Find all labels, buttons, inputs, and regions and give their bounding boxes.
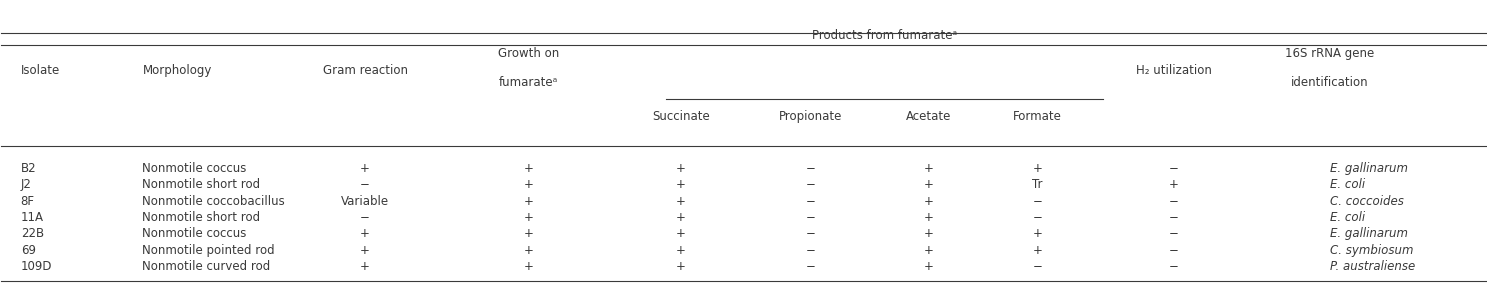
Text: +: + <box>1032 162 1042 175</box>
Text: +: + <box>360 244 370 257</box>
Text: −: − <box>1032 195 1042 208</box>
Text: identification: identification <box>1291 76 1368 88</box>
Text: Formate: Formate <box>1013 110 1062 123</box>
Text: +: + <box>923 178 934 191</box>
Text: −: − <box>1032 211 1042 224</box>
Text: 22B: 22B <box>21 227 43 240</box>
Text: +: + <box>677 211 686 224</box>
Text: −: − <box>806 195 815 208</box>
Text: Propionate: Propionate <box>779 110 842 123</box>
Text: Variable: Variable <box>341 195 390 208</box>
Text: +: + <box>677 227 686 240</box>
Text: Succinate: Succinate <box>653 110 709 123</box>
Text: +: + <box>923 162 934 175</box>
Text: 109D: 109D <box>21 260 52 273</box>
Text: +: + <box>923 260 934 273</box>
Text: C. symbiosum: C. symbiosum <box>1329 244 1413 257</box>
Text: +: + <box>523 244 534 257</box>
Text: +: + <box>677 244 686 257</box>
Text: E. gallinarum: E. gallinarum <box>1329 162 1408 175</box>
Text: −: − <box>806 227 815 240</box>
Text: +: + <box>677 260 686 273</box>
Text: +: + <box>360 260 370 273</box>
Text: +: + <box>1169 178 1179 191</box>
Text: −: − <box>1169 211 1179 224</box>
Text: Nonmotile pointed rod: Nonmotile pointed rod <box>143 244 275 257</box>
Text: +: + <box>360 162 370 175</box>
Text: Growth on: Growth on <box>498 47 559 60</box>
Text: −: − <box>806 162 815 175</box>
Text: −: − <box>806 260 815 273</box>
Text: +: + <box>923 244 934 257</box>
Text: 69: 69 <box>21 244 36 257</box>
Text: −: − <box>1032 260 1042 273</box>
Text: −: − <box>1169 260 1179 273</box>
Text: Nonmotile coccus: Nonmotile coccus <box>143 227 247 240</box>
Text: +: + <box>523 178 534 191</box>
Text: P. australiense: P. australiense <box>1329 260 1416 273</box>
Text: −: − <box>806 244 815 257</box>
Text: +: + <box>523 227 534 240</box>
Text: Nonmotile short rod: Nonmotile short rod <box>143 178 260 191</box>
Text: +: + <box>923 211 934 224</box>
Text: Nonmotile coccobacillus: Nonmotile coccobacillus <box>143 195 286 208</box>
Text: +: + <box>523 195 534 208</box>
Text: +: + <box>923 227 934 240</box>
Text: +: + <box>1032 244 1042 257</box>
Text: Isolate: Isolate <box>21 64 59 77</box>
Text: Nonmotile coccus: Nonmotile coccus <box>143 162 247 175</box>
Text: fumarateᵃ: fumarateᵃ <box>498 76 558 88</box>
Text: J2: J2 <box>21 178 31 191</box>
Text: Products from fumarateᵃ: Products from fumarateᵃ <box>812 29 958 42</box>
Text: Morphology: Morphology <box>143 64 211 77</box>
Text: 8F: 8F <box>21 195 34 208</box>
Text: 16S rRNA gene: 16S rRNA gene <box>1285 47 1374 60</box>
Text: −: − <box>1169 244 1179 257</box>
Text: Acetate: Acetate <box>907 110 952 123</box>
Text: −: − <box>360 178 370 191</box>
Text: Tr: Tr <box>1032 178 1042 191</box>
Text: +: + <box>677 162 686 175</box>
Text: +: + <box>923 195 934 208</box>
Text: +: + <box>523 260 534 273</box>
Text: E. coli: E. coli <box>1329 178 1365 191</box>
Text: +: + <box>677 178 686 191</box>
Text: +: + <box>523 211 534 224</box>
Text: Gram reaction: Gram reaction <box>323 64 407 77</box>
Text: −: − <box>360 211 370 224</box>
Text: H₂ utilization: H₂ utilization <box>1136 64 1212 77</box>
Text: −: − <box>1169 227 1179 240</box>
Text: +: + <box>523 162 534 175</box>
Text: −: − <box>1169 162 1179 175</box>
Text: −: − <box>1169 195 1179 208</box>
Text: 11A: 11A <box>21 211 43 224</box>
Text: C. coccoides: C. coccoides <box>1329 195 1404 208</box>
Text: Nonmotile curved rod: Nonmotile curved rod <box>143 260 271 273</box>
Text: +: + <box>1032 227 1042 240</box>
Text: +: + <box>360 227 370 240</box>
Text: −: − <box>806 211 815 224</box>
Text: +: + <box>677 195 686 208</box>
Text: E. gallinarum: E. gallinarum <box>1329 227 1408 240</box>
Text: Nonmotile short rod: Nonmotile short rod <box>143 211 260 224</box>
Text: −: − <box>806 178 815 191</box>
Text: E. coli: E. coli <box>1329 211 1365 224</box>
Text: B2: B2 <box>21 162 36 175</box>
